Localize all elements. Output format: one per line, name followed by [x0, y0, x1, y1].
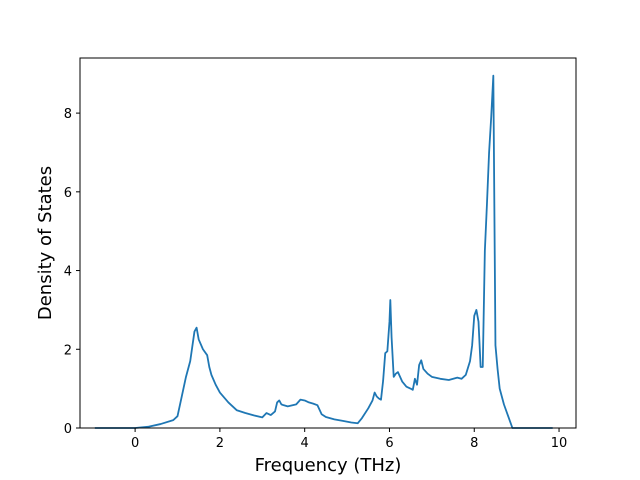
x-tick-label: 0: [131, 436, 139, 451]
y-tick-label: 8: [64, 107, 72, 122]
x-tick-label: 10: [551, 436, 568, 451]
plot-frame: [79, 57, 577, 429]
y-tick-label: 2: [64, 343, 72, 358]
series-layer: [94, 74, 553, 429]
x-axis-ticks: 0 2 4 6 8 10: [131, 428, 567, 451]
y-axis-ticks: 0 2 4 6 8: [64, 107, 80, 437]
x-tick-label: 4: [301, 436, 309, 451]
x-axis-label: Frequency (THz): [255, 455, 402, 476]
x-tick-label: 8: [470, 436, 478, 451]
y-axis-label: Density of States: [35, 166, 56, 320]
x-tick-label: 2: [216, 436, 224, 451]
x-tick-label: 6: [385, 436, 393, 451]
series-line-0: [94, 74, 553, 429]
plot-area: [80, 58, 576, 428]
y-tick-label: 4: [64, 265, 72, 280]
y-tick-label: 0: [64, 422, 72, 437]
y-tick-label: 6: [64, 186, 72, 201]
